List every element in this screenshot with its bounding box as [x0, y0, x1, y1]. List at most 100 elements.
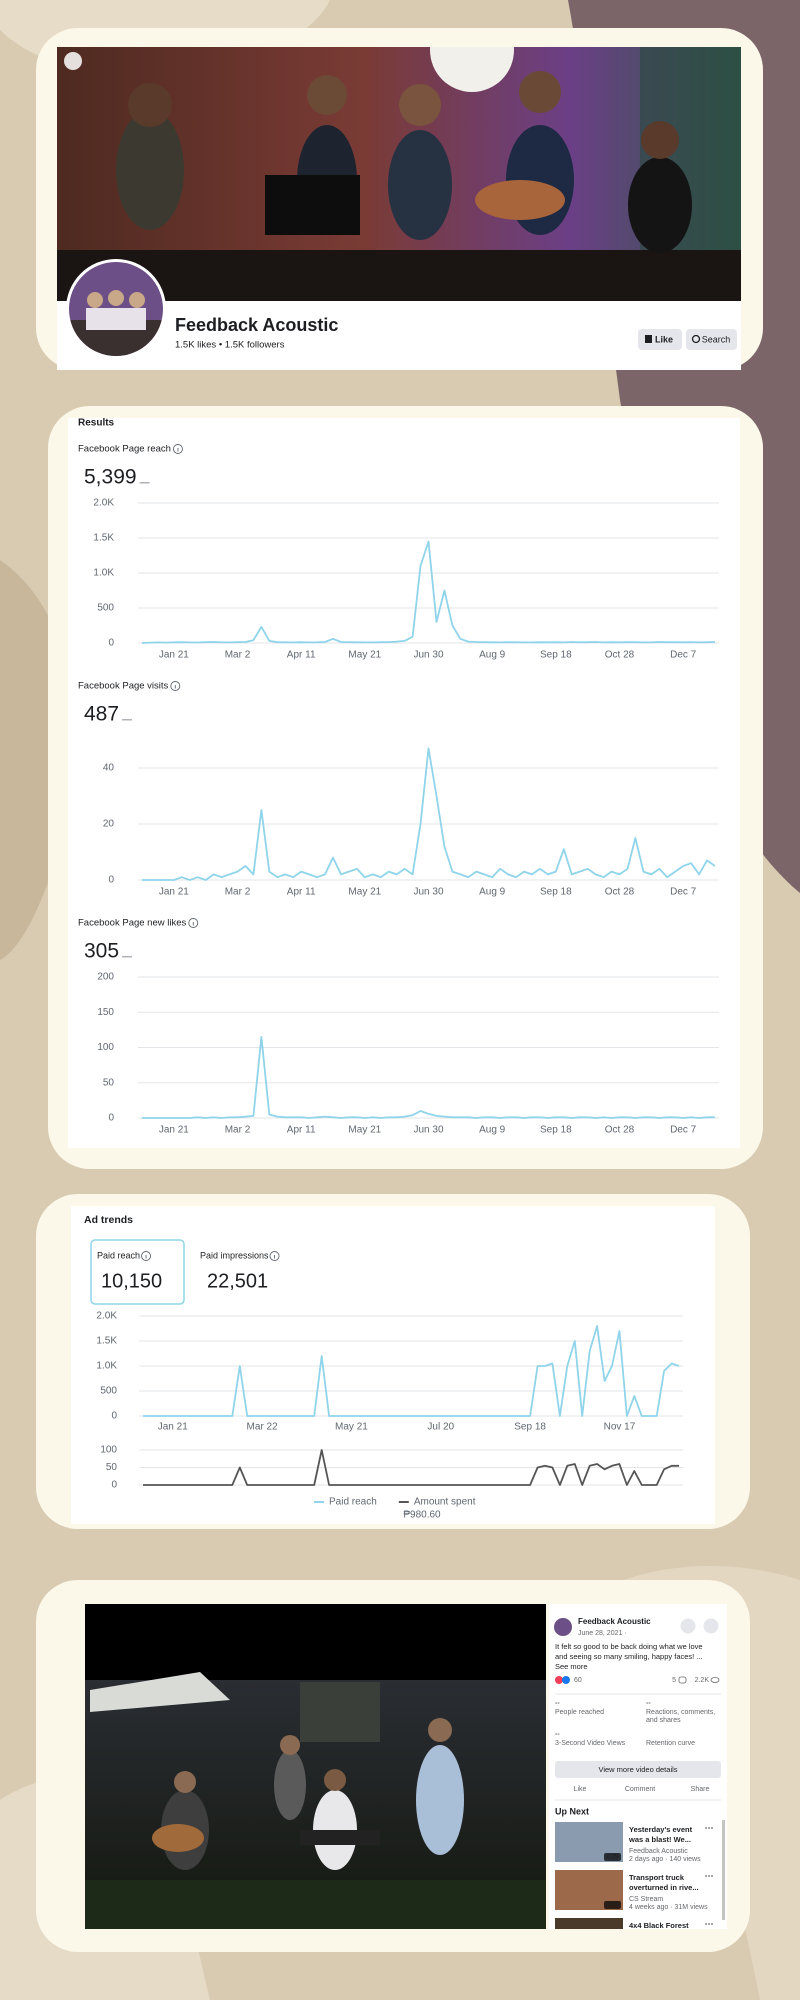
like-button-label[interactable]: Like — [655, 334, 673, 344]
x-tick-label: Dec 7 — [670, 887, 697, 898]
up-next-title-line: overturned in rive... — [629, 1883, 699, 1892]
x-tick-label: May 21 — [348, 1125, 381, 1136]
y-tick-label: 0 — [108, 638, 114, 649]
y-tick-label: 40 — [103, 763, 115, 774]
up-next-title-line: Transport truck — [629, 1873, 685, 1882]
x-tick-label: Jul 20 — [427, 1422, 454, 1433]
y-tick-label: 1.0K — [93, 568, 114, 579]
duration: 3:05 — [607, 1903, 619, 1909]
post-action[interactable]: Comment — [625, 1786, 655, 1793]
stat-label: Reactions, comments, — [646, 1709, 715, 1716]
legend-note: ₱980.60 — [403, 1510, 441, 1521]
legend-label: Amount spent — [414, 1497, 476, 1508]
x-tick-label: Jan 21 — [159, 1125, 189, 1136]
metric-value: 22,501 — [207, 1270, 268, 1292]
data-line — [143, 1325, 680, 1417]
more-dot — [711, 1827, 713, 1829]
info-icon — [170, 681, 181, 691]
x-tick-label: Aug 9 — [479, 887, 506, 898]
x-tick-label: Apr 11 — [287, 887, 316, 898]
header-strip — [57, 301, 741, 370]
data-line — [143, 1449, 679, 1486]
x-tick-label: Mar 2 — [225, 650, 251, 661]
like-button[interactable] — [638, 329, 682, 350]
y-tick-label: 500 — [97, 603, 114, 614]
like-icon — [645, 335, 652, 343]
x-tick-label: Mar 2 — [225, 1125, 251, 1136]
ad-trends-title: Ad trends — [84, 1214, 133, 1226]
search-button-label[interactable]: Search — [702, 334, 731, 344]
video-frame — [85, 1672, 546, 1929]
x-tick-label: Apr 11 — [287, 650, 316, 661]
y-tick-label: 0 — [111, 1411, 117, 1422]
post-avatar — [554, 1618, 572, 1636]
y-tick-label: 500 — [100, 1386, 117, 1397]
results-title: Results — [78, 418, 115, 429]
view-count: 2.2K — [695, 1677, 710, 1684]
post-date: June 28, 2021 · — [578, 1630, 627, 1637]
total-hint — [122, 956, 133, 958]
details-button[interactable] — [555, 1761, 721, 1778]
y-tick-label: 1.5K — [93, 533, 114, 544]
up-next-meta: 2 days ago · 140 views — [629, 1856, 701, 1863]
stat-label: and shares — [646, 1717, 681, 1724]
more-dot — [708, 1923, 710, 1925]
y-tick-label: 1.0K — [96, 1361, 117, 1372]
details-button-label[interactable]: View more video details — [598, 1765, 677, 1774]
more-dot — [705, 1923, 707, 1925]
page-name: Feedback Acoustic — [175, 315, 338, 335]
more-dot — [711, 1875, 713, 1877]
x-tick-label: Apr 11 — [287, 1125, 316, 1136]
see-more[interactable]: See more — [555, 1662, 588, 1671]
post-action[interactable]: Share — [691, 1786, 710, 1793]
scrollbar[interactable] — [722, 1820, 725, 1920]
up-next-title: Up Next — [555, 1806, 589, 1816]
more-dot — [705, 1875, 707, 1877]
metric-box[interactable] — [90, 1239, 185, 1305]
comment-icon — [678, 1676, 687, 1684]
chart-title: Facebook Page visits — [78, 681, 169, 692]
info-icon — [173, 444, 183, 454]
y-tick-label: 100 — [100, 1445, 117, 1456]
stat-value: -- — [555, 1700, 560, 1707]
y-tick-label: 20 — [103, 819, 115, 830]
post-action[interactable]: Like — [574, 1786, 587, 1793]
x-tick-label: Sep 18 — [540, 650, 572, 661]
post-text: It felt so good to be back doing what we… — [555, 1642, 703, 1651]
x-tick-label: Nov 17 — [604, 1422, 636, 1433]
stat-label: 3-Second Video Views — [555, 1740, 626, 1747]
x-tick-label: May 21 — [335, 1422, 368, 1433]
up-next-channel: Feedback Acoustic — [629, 1848, 688, 1855]
post-page-name: Feedback Acoustic — [578, 1617, 651, 1626]
x-tick-label: Sep 18 — [514, 1422, 546, 1433]
x-tick-label: Jun 30 — [413, 1125, 443, 1136]
data-line — [141, 540, 716, 644]
x-tick-label: Aug 9 — [479, 650, 506, 661]
chart-total: 5,399 — [84, 466, 137, 489]
y-tick-label: 0 — [111, 1480, 117, 1491]
metric-value: 10,150 — [101, 1270, 162, 1292]
cover-icon[interactable] — [64, 52, 82, 70]
x-tick-label: Oct 28 — [605, 650, 635, 661]
info-icon — [269, 1251, 280, 1261]
duration-badge — [604, 1901, 621, 1909]
reaction-icon — [562, 1676, 570, 1684]
reaction-count: 60 — [574, 1677, 582, 1684]
x-tick-label: Jan 21 — [159, 887, 189, 898]
icon-button[interactable] — [680, 1618, 696, 1634]
more-button[interactable] — [703, 1618, 719, 1634]
thumbnail[interactable] — [555, 1918, 623, 1958]
x-tick-label: Oct 28 — [605, 1125, 635, 1136]
search-button[interactable] — [686, 329, 737, 350]
chart-title: Facebook Page new likes — [78, 918, 187, 929]
y-tick-label: 2.0K — [93, 498, 114, 509]
y-tick-label: 0 — [108, 1113, 114, 1124]
search-icon — [691, 334, 701, 344]
avatar — [69, 262, 163, 356]
x-tick-label: Dec 7 — [670, 1125, 697, 1136]
stat-label: People reached — [555, 1709, 604, 1716]
chart-total: 305 — [84, 940, 119, 963]
x-tick-label: Jun 30 — [413, 650, 443, 661]
